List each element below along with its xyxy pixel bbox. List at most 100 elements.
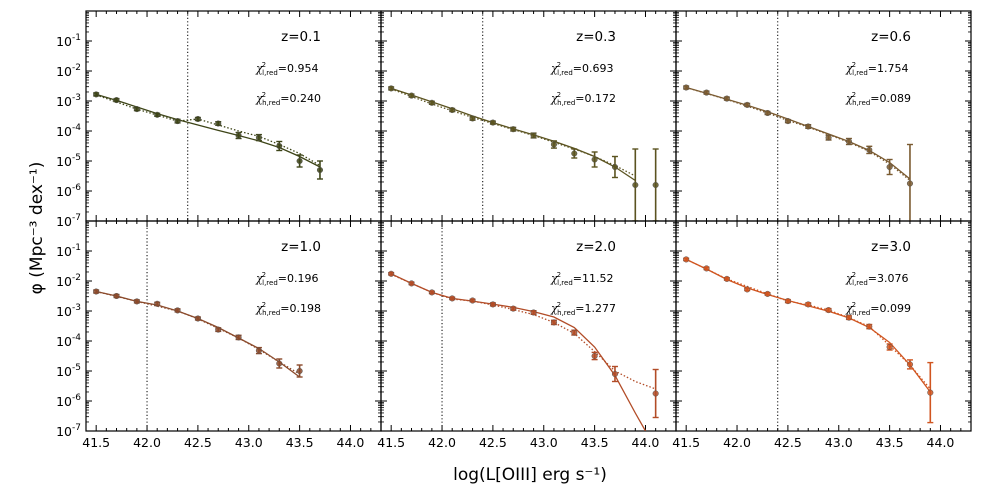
y-tick-label: 10-4 (56, 333, 81, 349)
y-tick-label: 10-4 (56, 123, 81, 139)
data-point (784, 298, 791, 305)
y-tick-base: 10 (56, 364, 72, 379)
data-point (805, 123, 812, 130)
x-tick-label: 41.5 (377, 435, 405, 450)
data-point (886, 163, 893, 171)
panel-1: 10-710-610-510-410-310-210-1 z=0.1χ2 l,red… (56, 10, 382, 229)
data-point (255, 347, 262, 354)
x-tick-label: 43.0 (530, 435, 558, 450)
data-point (469, 115, 476, 122)
chi-symbol: χ (550, 272, 559, 285)
chi-superscript: 2 (262, 271, 266, 279)
redshift-label: z=2.0 (576, 239, 616, 255)
chi-subscript: h,red (557, 309, 575, 317)
chi-symbol: χ (845, 302, 854, 315)
chi-subscript: l,red (557, 69, 573, 77)
data-point (906, 180, 914, 187)
panel-5: 41.5 42.0 42.5 43.0 43.5 44.0z=2.0χ2 l,red=11.… (377, 220, 677, 450)
x-tick-label: 42.5 (184, 435, 212, 450)
data-point (428, 99, 435, 106)
chi-value: =0.099 (870, 302, 911, 315)
y-tick-base: 10 (56, 94, 72, 109)
chi-subscript: l,red (852, 69, 868, 77)
chi-subscript: h,red (852, 99, 870, 107)
data-point (825, 307, 832, 314)
y-tick-exponent: -2 (72, 63, 81, 73)
chi-symbol: χ (255, 62, 264, 75)
data-point (133, 298, 140, 305)
chi-subscript: h,red (852, 309, 870, 317)
y-tick-base: 10 (56, 394, 72, 409)
data-point (296, 367, 303, 375)
y-tick-label: 10-1 (56, 33, 81, 49)
y-tick-base: 10 (56, 244, 72, 259)
data-point (825, 134, 832, 141)
chi-symbol: χ (845, 92, 854, 105)
x-tick-label: 43.0 (235, 435, 263, 450)
chi-symbol: χ (255, 272, 264, 285)
y-tick-base: 10 (56, 214, 72, 229)
data-point (591, 156, 598, 163)
chi-value: =3.076 (868, 272, 909, 285)
y-tick-base: 10 (56, 124, 72, 139)
y-tick-exponent: -6 (72, 183, 81, 193)
data-point (215, 120, 222, 127)
chi-high-label: χ2 h,red=1.277 (550, 301, 616, 317)
y-tick-label: 10-7 (56, 213, 81, 229)
chi-subscript: h,red (262, 99, 280, 107)
x-tick-label: 42.0 (428, 435, 456, 450)
y-tick-label: 10-3 (56, 303, 81, 319)
chi-superscript: 2 (262, 91, 266, 99)
panel-data (683, 84, 914, 221)
panel-data (388, 270, 659, 431)
data-point (93, 288, 100, 295)
chi-subscript: l,red (557, 279, 573, 287)
x-tick-label: 44.0 (337, 435, 365, 450)
data-point (866, 146, 873, 153)
chi-value: =0.240 (280, 92, 321, 105)
data-point (510, 305, 517, 312)
y-tick-base: 10 (56, 334, 72, 349)
data-point (113, 292, 120, 300)
data-point (449, 295, 456, 302)
data-point (845, 314, 852, 321)
data-point (154, 111, 161, 118)
data-point (550, 319, 557, 326)
chi-low-label: χ2 l,red=3.076 (845, 271, 909, 287)
data-point (906, 361, 914, 368)
data-point (408, 280, 415, 287)
chi-symbol: χ (255, 302, 264, 315)
panel-data (93, 91, 324, 180)
panel-frame (675, 220, 972, 432)
chi-low-label: χ2 l,red=11.52 (550, 271, 614, 287)
chi-value: =1.277 (575, 302, 616, 315)
y-tick-base: 10 (56, 424, 72, 439)
redshift-label: z=3.0 (871, 239, 911, 255)
data-point (235, 132, 242, 139)
y-tick-exponent: -5 (72, 363, 81, 373)
data-point (805, 301, 812, 308)
chi-value: =0.693 (573, 62, 614, 75)
y-tick-label: 10-7 (56, 423, 81, 439)
y-tick-label: 10-5 (56, 153, 81, 169)
data-point (215, 326, 222, 333)
chi-high-label: χ2 h,red=0.240 (255, 91, 321, 107)
y-tick-exponent: -4 (72, 333, 81, 343)
data-point (703, 89, 710, 96)
panel-data (683, 256, 934, 424)
chi-high-label: χ2 h,red=0.172 (550, 91, 616, 107)
data-point (296, 157, 303, 165)
chi-high-label: χ2 h,red=0.198 (255, 301, 321, 317)
fit-high-curve (96, 290, 300, 375)
x-tick-label: 43.5 (876, 435, 904, 450)
data-point (784, 118, 791, 125)
chi-value: =1.754 (868, 62, 909, 75)
data-point (316, 166, 324, 174)
y-tick-label: 10-3 (56, 93, 81, 109)
data-point (489, 119, 496, 126)
chi-symbol: χ (255, 92, 264, 105)
data-point (489, 301, 496, 308)
data-point (388, 270, 395, 277)
chi-superscript: 2 (852, 271, 856, 279)
data-point (449, 106, 456, 114)
